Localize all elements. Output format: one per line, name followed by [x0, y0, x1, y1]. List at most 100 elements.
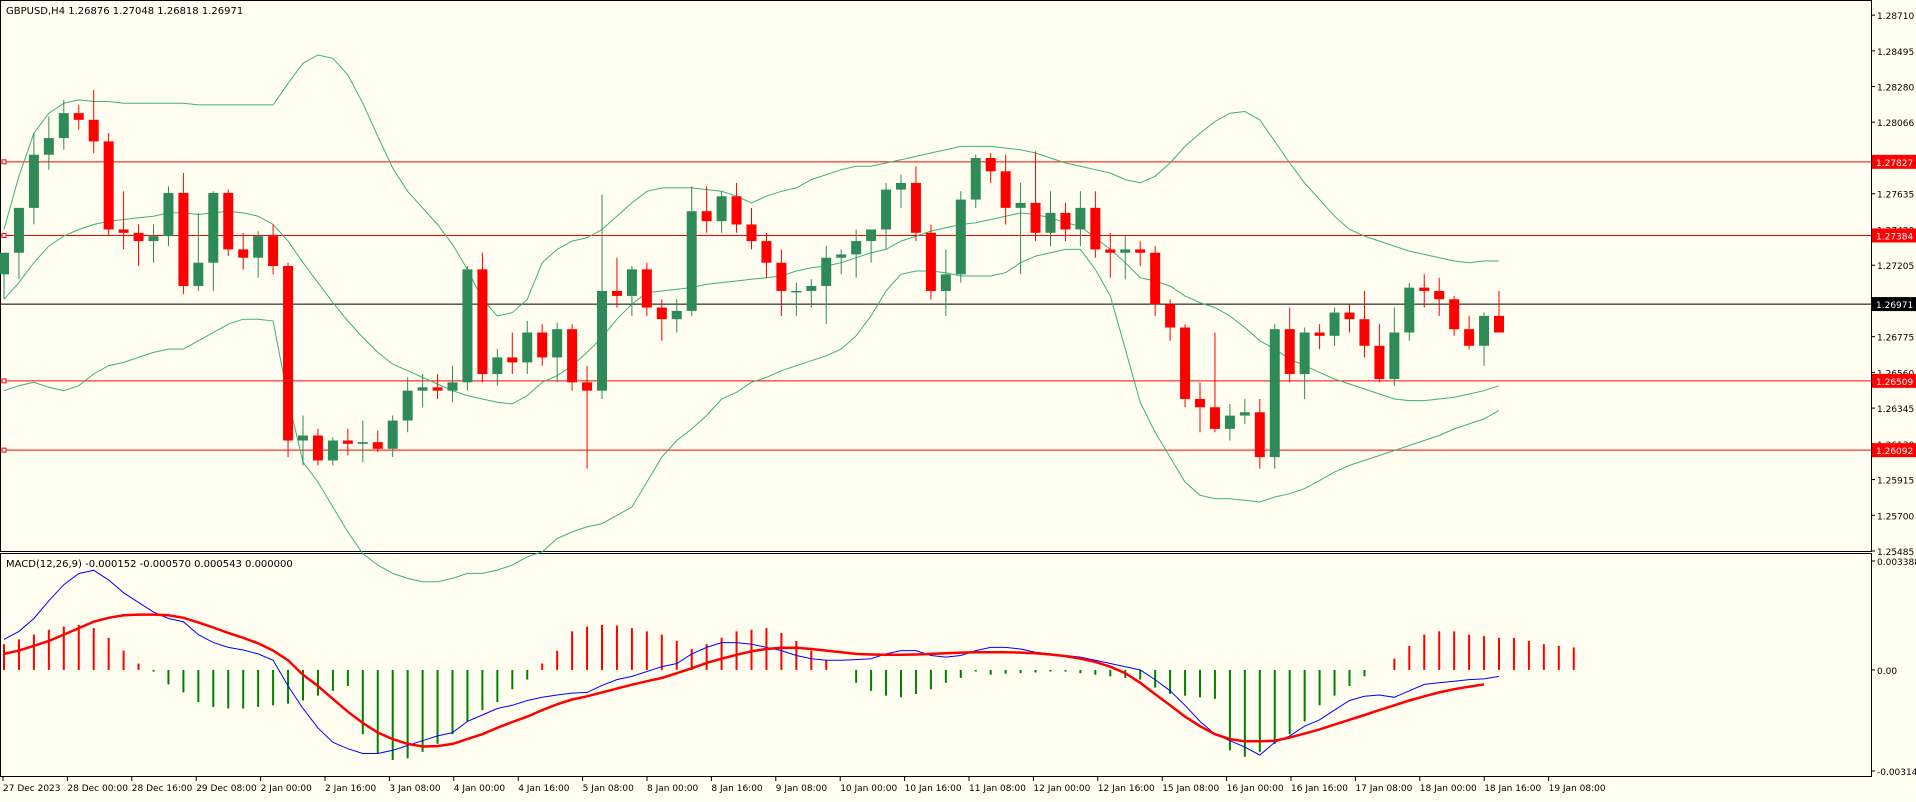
- candle-body-bearish: [477, 269, 488, 375]
- candle-body-bearish: [1135, 249, 1146, 253]
- time-axis-label: 27 Dec 2023: [3, 784, 61, 794]
- candle-body-bearish: [1090, 207, 1101, 250]
- time-axis-label: 4 Jan 16:00: [518, 784, 570, 794]
- candle-body-bullish: [148, 236, 159, 242]
- current-price-label: 1.26971: [1876, 301, 1913, 311]
- time-axis-label: 17 Jan 08:00: [1355, 784, 1412, 794]
- candle-body-bearish: [1254, 412, 1265, 458]
- candle-body-bearish: [1449, 299, 1460, 330]
- candle-body-bullish: [1389, 332, 1400, 380]
- candle-body-bullish: [208, 192, 219, 263]
- time-axis-label: 3 Jan 08:00: [389, 784, 441, 794]
- candle-body-bullish: [253, 236, 264, 258]
- candle-body-bearish: [567, 329, 578, 383]
- time-axis-label: 11 Jan 08:00: [969, 784, 1026, 794]
- candle-body-bearish: [1030, 202, 1041, 233]
- candle-body-bearish: [103, 141, 114, 230]
- candle-body-bearish: [537, 332, 548, 358]
- candle-body-bullish: [881, 189, 892, 230]
- price-axis-label: 1.28710: [1877, 12, 1914, 22]
- candle-body-bearish: [118, 229, 129, 233]
- macd-axis-label: -0.003143: [1877, 768, 1916, 778]
- candle-body-bullish: [866, 229, 877, 242]
- price-axis-label: 1.26775: [1877, 334, 1914, 344]
- candle-body-bearish: [223, 192, 234, 250]
- candle-body-bullish: [940, 274, 951, 291]
- time-axis-label: 8 Jan 16:00: [711, 784, 763, 794]
- macd-axis-label: 0.00: [1877, 667, 1897, 677]
- candle-body-bearish: [641, 269, 652, 308]
- level-price-label: 1.26092: [1876, 447, 1913, 457]
- candle-body-bullish: [462, 269, 473, 383]
- time-axis-label: 4 Jan 00:00: [454, 784, 506, 794]
- candle-body-bearish: [1359, 319, 1370, 346]
- price-axis-label: 1.25485: [1877, 548, 1914, 558]
- candle-body-bullish: [671, 310, 682, 320]
- price-layer: [0, 54, 1871, 583]
- level-price-tag: [1872, 373, 1916, 388]
- candle-body-bullish: [1269, 329, 1280, 458]
- candle-body-bearish: [731, 196, 742, 225]
- time-axis-label: 28 Dec 16:00: [132, 784, 193, 794]
- candle-body-bullish: [0, 252, 9, 275]
- candle-body-bullish: [13, 207, 24, 253]
- price-axis-label: 1.28066: [1877, 119, 1914, 129]
- time-axis-label: 18 Jan 00:00: [1420, 784, 1477, 794]
- candle-body-bearish: [582, 382, 593, 391]
- macd-layer: [3, 569, 1575, 760]
- candle-body-bearish: [761, 241, 772, 263]
- candle-body-bullish: [357, 442, 368, 444]
- candle-body-bullish: [492, 357, 503, 375]
- time-axis-label: 2 Jan 00:00: [261, 784, 313, 794]
- candle-body-bullish: [821, 257, 832, 286]
- candle-body-bullish: [716, 196, 727, 222]
- price-panel[interactable]: [0, 0, 1872, 552]
- time-axis-label: 9 Jan 08:00: [776, 784, 828, 794]
- candle-body-bullish: [1120, 249, 1131, 253]
- candle-body-bullish: [1015, 202, 1026, 208]
- candle-body-bearish: [776, 262, 787, 291]
- candle-body-bullish: [597, 290, 607, 391]
- candle-body-bullish: [552, 329, 563, 358]
- macd-axis-label: 0.003388: [1877, 558, 1916, 568]
- bollinger-lower-band: [3, 248, 1500, 583]
- candle-body-bullish: [791, 290, 802, 293]
- candle-body-bearish: [1434, 290, 1445, 300]
- time-axis-label: 19 Jan 08:00: [1549, 784, 1606, 794]
- candle-body-bullish: [1479, 315, 1490, 346]
- time-axis-label: 10 Jan 00:00: [840, 784, 897, 794]
- candle-body-bullish: [193, 262, 204, 286]
- candle-body-bearish: [1494, 315, 1504, 333]
- time-axis-label: 16 Jan 00:00: [1227, 784, 1284, 794]
- candle-body-bearish: [1000, 171, 1011, 208]
- candle-body-bearish: [88, 119, 99, 142]
- candle-body-bearish: [701, 211, 712, 222]
- candle-body-bullish: [836, 254, 847, 258]
- candle-body-bearish: [178, 192, 189, 286]
- candle-body-bearish: [1105, 249, 1116, 253]
- candle-body-bearish: [1464, 329, 1475, 346]
- time-axis-label: 12 Jan 00:00: [1033, 784, 1090, 794]
- candle-body-bearish: [283, 266, 294, 441]
- candle-body-bearish: [238, 249, 249, 258]
- candle-body-bullish: [28, 154, 39, 208]
- time-axis-label: 12 Jan 16:00: [1098, 784, 1155, 794]
- macd-main-line: [3, 569, 1500, 756]
- macd-signal-line: [3, 613, 1485, 748]
- level-price-tag: [1872, 443, 1916, 458]
- candle-body-bullish: [686, 211, 697, 311]
- candle-body-bearish: [312, 435, 323, 461]
- candle-body-bearish: [985, 158, 996, 172]
- price-axis-label: 1.25700: [1877, 512, 1914, 522]
- candle-body-bullish: [806, 285, 817, 291]
- candle-body-bearish: [1374, 345, 1385, 380]
- candle-body-bearish: [268, 236, 279, 267]
- macd-panel[interactable]: [0, 553, 1872, 777]
- candle-body-bearish: [372, 442, 383, 449]
- time-axis-label: 29 Dec 08:00: [196, 784, 257, 794]
- candle-body-bearish: [910, 182, 921, 233]
- candle-body-bullish: [970, 158, 981, 200]
- level-price-label: 1.26509: [1876, 378, 1913, 388]
- candle-body-bearish: [1344, 312, 1355, 320]
